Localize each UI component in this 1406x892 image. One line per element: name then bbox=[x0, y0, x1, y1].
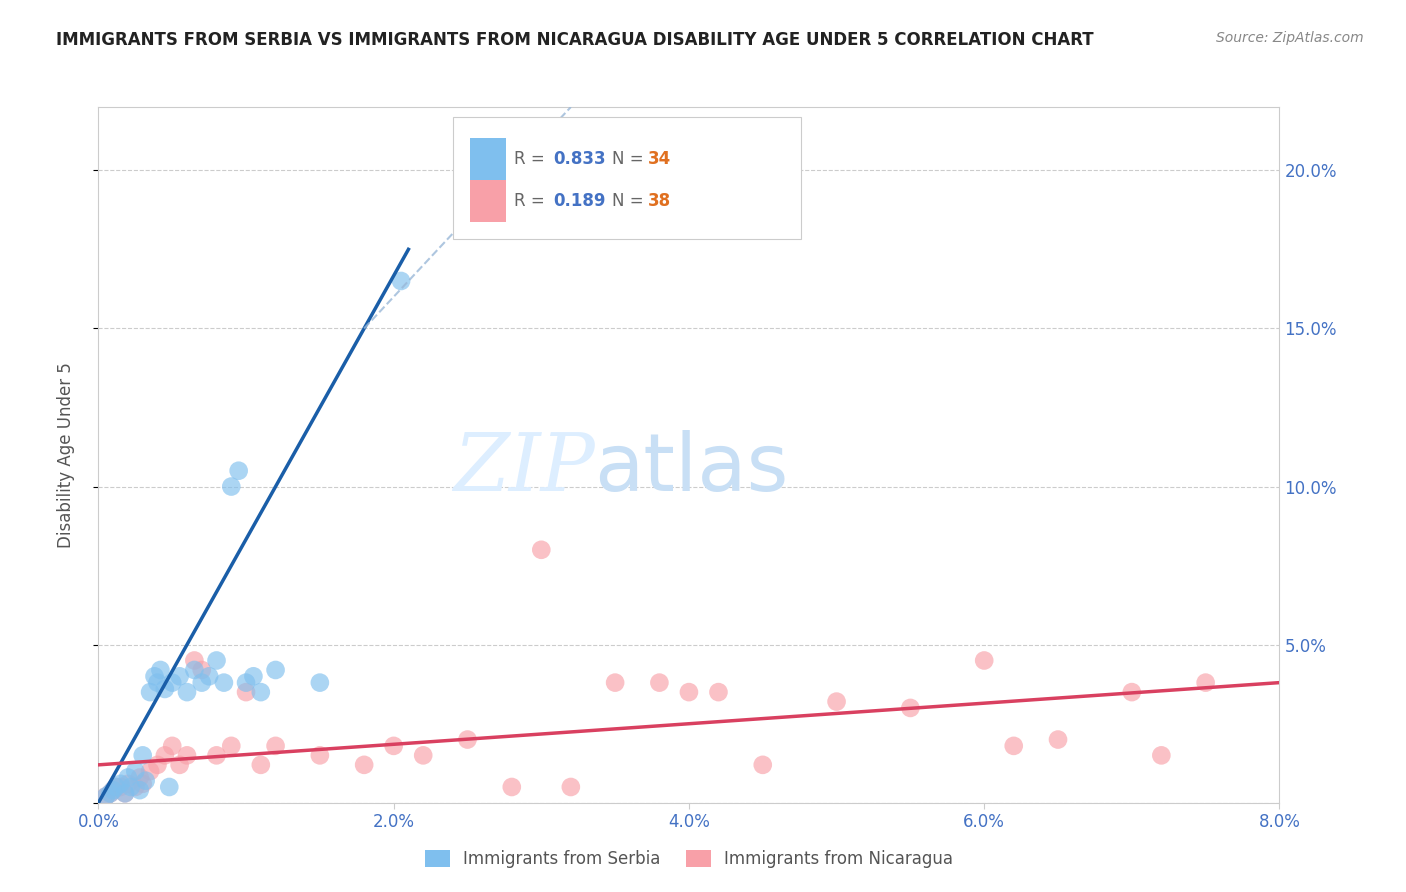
Point bbox=[973, 653, 995, 667]
Text: N =: N = bbox=[612, 150, 650, 169]
Point bbox=[143, 669, 166, 683]
Bar bbox=[471, 138, 506, 180]
Point bbox=[191, 675, 214, 690]
Point bbox=[198, 669, 221, 683]
Text: 34: 34 bbox=[648, 150, 671, 169]
Point bbox=[110, 780, 132, 794]
Text: Source: ZipAtlas.com: Source: ZipAtlas.com bbox=[1216, 31, 1364, 45]
Point bbox=[1121, 685, 1143, 699]
Point bbox=[110, 777, 132, 791]
Point bbox=[501, 780, 523, 794]
Point bbox=[751, 757, 773, 772]
Point bbox=[124, 780, 146, 794]
Point bbox=[900, 701, 922, 715]
Point bbox=[235, 675, 257, 690]
Point bbox=[678, 685, 700, 699]
Point bbox=[382, 739, 405, 753]
Point bbox=[456, 732, 478, 747]
Point bbox=[162, 675, 183, 690]
Text: IMMIGRANTS FROM SERBIA VS IMMIGRANTS FROM NICARAGUA DISABILITY AGE UNDER 5 CORRE: IMMIGRANTS FROM SERBIA VS IMMIGRANTS FRO… bbox=[56, 31, 1094, 49]
Point bbox=[605, 675, 627, 690]
Point bbox=[105, 780, 128, 794]
Point bbox=[389, 274, 412, 288]
Text: N =: N = bbox=[612, 192, 650, 210]
Point bbox=[128, 771, 150, 785]
Point bbox=[412, 748, 434, 763]
Text: atlas: atlas bbox=[595, 430, 789, 508]
Point bbox=[1046, 732, 1069, 747]
Text: R =: R = bbox=[515, 150, 550, 169]
Point bbox=[1194, 675, 1216, 690]
Point bbox=[117, 771, 139, 785]
Point bbox=[228, 464, 250, 478]
Point bbox=[139, 685, 162, 699]
Point bbox=[94, 789, 117, 804]
Y-axis label: Disability Age Under 5: Disability Age Under 5 bbox=[56, 362, 75, 548]
Point bbox=[176, 685, 198, 699]
Point bbox=[205, 748, 228, 763]
Point bbox=[135, 773, 157, 788]
Point bbox=[183, 663, 205, 677]
Point bbox=[98, 786, 121, 800]
Point bbox=[176, 748, 198, 763]
Point bbox=[153, 748, 176, 763]
Point bbox=[191, 663, 214, 677]
FancyBboxPatch shape bbox=[453, 118, 801, 239]
Point bbox=[242, 669, 264, 683]
Point bbox=[124, 764, 146, 779]
Point bbox=[169, 669, 191, 683]
Point bbox=[707, 685, 730, 699]
Point bbox=[120, 780, 142, 794]
Point bbox=[250, 757, 273, 772]
Point bbox=[162, 739, 183, 753]
Point bbox=[1002, 739, 1025, 753]
Point bbox=[128, 783, 150, 797]
Text: R =: R = bbox=[515, 192, 550, 210]
Point bbox=[153, 681, 176, 696]
Point bbox=[250, 685, 273, 699]
Point bbox=[264, 663, 287, 677]
Point bbox=[132, 748, 155, 763]
Point bbox=[530, 542, 553, 557]
Point bbox=[205, 653, 228, 667]
Point bbox=[353, 757, 375, 772]
Point bbox=[560, 780, 582, 794]
Point bbox=[114, 786, 136, 800]
Point bbox=[157, 780, 180, 794]
Point bbox=[183, 653, 205, 667]
Point bbox=[149, 663, 172, 677]
Point bbox=[308, 675, 332, 690]
Text: 0.833: 0.833 bbox=[553, 150, 606, 169]
Point bbox=[103, 783, 125, 797]
Text: 0.189: 0.189 bbox=[553, 192, 606, 210]
Point bbox=[264, 739, 287, 753]
Text: ZIP: ZIP bbox=[453, 430, 595, 508]
Bar bbox=[471, 180, 506, 222]
Point bbox=[146, 757, 169, 772]
Point bbox=[94, 789, 117, 804]
Point bbox=[114, 786, 136, 800]
Text: 38: 38 bbox=[648, 192, 671, 210]
Point bbox=[308, 748, 332, 763]
Point bbox=[219, 479, 242, 493]
Point bbox=[1150, 748, 1173, 763]
Point bbox=[146, 675, 169, 690]
Point bbox=[117, 777, 139, 791]
Point bbox=[235, 685, 257, 699]
Point bbox=[219, 739, 242, 753]
Point bbox=[139, 764, 162, 779]
Point bbox=[169, 757, 191, 772]
Point bbox=[212, 675, 235, 690]
Legend: Immigrants from Serbia, Immigrants from Nicaragua: Immigrants from Serbia, Immigrants from … bbox=[418, 843, 960, 874]
Point bbox=[648, 675, 671, 690]
Point bbox=[105, 780, 128, 794]
Point bbox=[103, 783, 125, 797]
Point bbox=[98, 786, 121, 800]
Point bbox=[825, 695, 848, 709]
Point bbox=[132, 777, 155, 791]
